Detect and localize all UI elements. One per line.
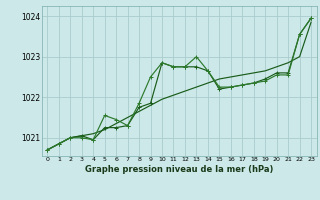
X-axis label: Graphe pression niveau de la mer (hPa): Graphe pression niveau de la mer (hPa)	[85, 165, 273, 174]
